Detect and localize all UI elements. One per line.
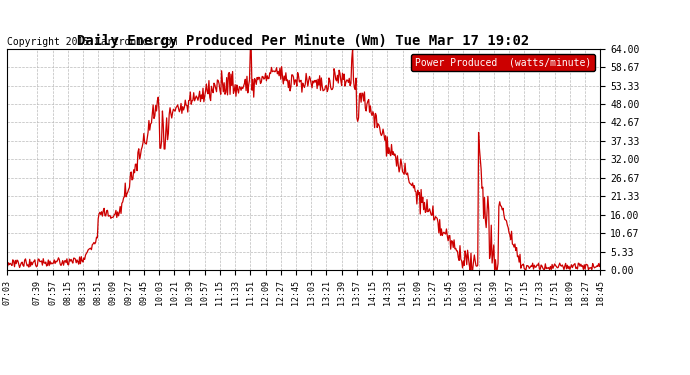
Title: Daily Energy Produced Per Minute (Wm) Tue Mar 17 19:02: Daily Energy Produced Per Minute (Wm) Tu…	[77, 33, 530, 48]
Text: Copyright 2015 Cartronics.com: Copyright 2015 Cartronics.com	[7, 37, 177, 46]
Legend: Power Produced  (watts/minute): Power Produced (watts/minute)	[411, 54, 595, 71]
